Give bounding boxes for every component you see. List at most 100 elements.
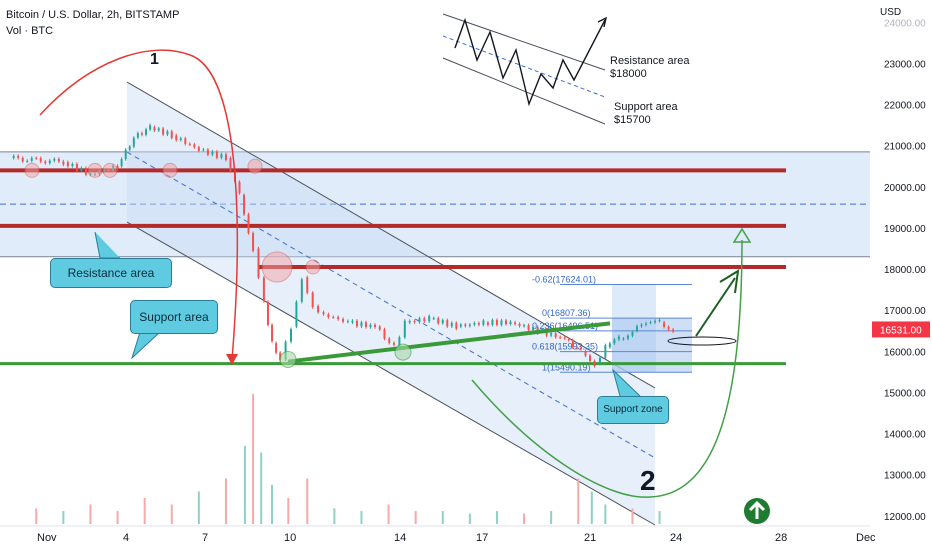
candle-body xyxy=(589,356,591,362)
candle-body xyxy=(599,358,601,364)
candle-body xyxy=(559,337,561,338)
candle-body xyxy=(175,135,177,140)
candle-body xyxy=(404,321,406,338)
price-tick-label: 12000.00 xyxy=(884,512,926,523)
wave-2-label: 2 xyxy=(640,465,656,496)
candle-body xyxy=(487,323,489,325)
volume-bar xyxy=(171,505,173,525)
candle-body xyxy=(295,302,297,327)
candle-body xyxy=(374,325,376,327)
candle-body xyxy=(388,339,390,343)
inset-support-label: Support area xyxy=(614,101,678,113)
candle-body xyxy=(239,182,241,193)
candle-body xyxy=(418,318,420,322)
forecast-arrow-head xyxy=(720,271,738,293)
candle-body xyxy=(580,348,582,349)
support-touch-circle xyxy=(395,344,411,360)
price-tick-label: 24000.00 xyxy=(884,18,926,29)
volume-bar xyxy=(89,505,91,525)
candle-body xyxy=(379,327,381,330)
candle-body xyxy=(532,327,534,330)
volume-bar xyxy=(550,511,552,524)
candle-body xyxy=(312,293,314,307)
candle-body xyxy=(275,343,277,353)
candle-body xyxy=(162,128,164,134)
candle-body xyxy=(44,162,46,164)
candle-body xyxy=(464,325,466,326)
candle-body xyxy=(360,322,362,326)
price-tick-label: 13000.00 xyxy=(884,471,926,482)
touch-point-circle xyxy=(103,163,117,177)
price-tick-label: 17000.00 xyxy=(884,306,926,317)
fib-level-label: -0.62(17624.01) xyxy=(532,275,596,285)
touch-point-circle xyxy=(163,163,177,177)
candle-body xyxy=(451,323,453,326)
price-tick-label: 18000.00 xyxy=(884,265,926,276)
volume-bar xyxy=(198,492,200,525)
candle-body xyxy=(137,133,139,137)
volume-bar xyxy=(62,511,64,524)
inset-channel-top xyxy=(443,14,605,70)
price-tick-label: 15000.00 xyxy=(884,388,926,399)
candle-body xyxy=(257,248,259,277)
candle-body xyxy=(171,131,173,138)
candle-body xyxy=(627,336,629,339)
candle-body xyxy=(184,138,186,144)
volume-bar xyxy=(271,485,273,524)
candle-body xyxy=(409,321,411,322)
price-tick-label: 14000.00 xyxy=(884,430,926,441)
volume-bar xyxy=(577,479,579,525)
candle-body xyxy=(528,325,530,330)
time-tick-label: 14 xyxy=(394,532,406,544)
candle-body xyxy=(248,214,250,233)
candle-body xyxy=(67,162,69,166)
candle-body xyxy=(31,158,33,161)
candle-body xyxy=(519,324,521,326)
volume-bar xyxy=(523,514,525,524)
candle-body xyxy=(564,337,566,338)
price-tick-label: 21000.00 xyxy=(884,142,926,153)
time-tick-label: 10 xyxy=(284,532,296,544)
candle-body xyxy=(229,158,231,171)
candle-body xyxy=(351,321,353,323)
time-tick-label: 4 xyxy=(123,532,129,544)
candle-body xyxy=(433,318,435,319)
candle-body xyxy=(618,337,620,340)
candle-body xyxy=(645,323,647,324)
candle-body xyxy=(133,138,135,147)
candle-body xyxy=(332,317,334,318)
resistance-area-callout: Resistance area xyxy=(50,258,172,288)
candle-body xyxy=(482,321,484,325)
candle-body xyxy=(323,312,325,314)
candle-body xyxy=(442,320,444,323)
candle-body xyxy=(555,333,557,337)
candle-body xyxy=(568,339,570,340)
candle-body xyxy=(654,321,656,322)
wave-1-label: 1 xyxy=(150,51,159,68)
candle-body xyxy=(129,147,131,150)
candle-body xyxy=(125,150,127,159)
candle-body xyxy=(267,302,269,325)
candle-body xyxy=(609,343,611,347)
volume-bar xyxy=(287,498,289,524)
candle-body xyxy=(327,314,329,317)
candle-body xyxy=(505,320,507,324)
volume-bar xyxy=(388,505,390,525)
candle-body xyxy=(13,156,15,158)
candle-body xyxy=(40,158,42,161)
candle-body xyxy=(141,133,143,134)
candle-body xyxy=(383,329,385,338)
volume-bar xyxy=(306,479,308,525)
candle-body xyxy=(85,168,87,175)
candle-body xyxy=(622,339,624,340)
volume-bar xyxy=(333,508,335,524)
candle-body xyxy=(640,325,642,326)
volume-bar xyxy=(252,394,254,524)
volume-bar xyxy=(260,453,262,525)
candle-body xyxy=(650,322,652,323)
candle-body xyxy=(62,161,64,164)
fib-level-label: 0.618(15993.35) xyxy=(532,342,598,352)
candle-body xyxy=(53,159,55,161)
candle-body xyxy=(80,168,82,171)
